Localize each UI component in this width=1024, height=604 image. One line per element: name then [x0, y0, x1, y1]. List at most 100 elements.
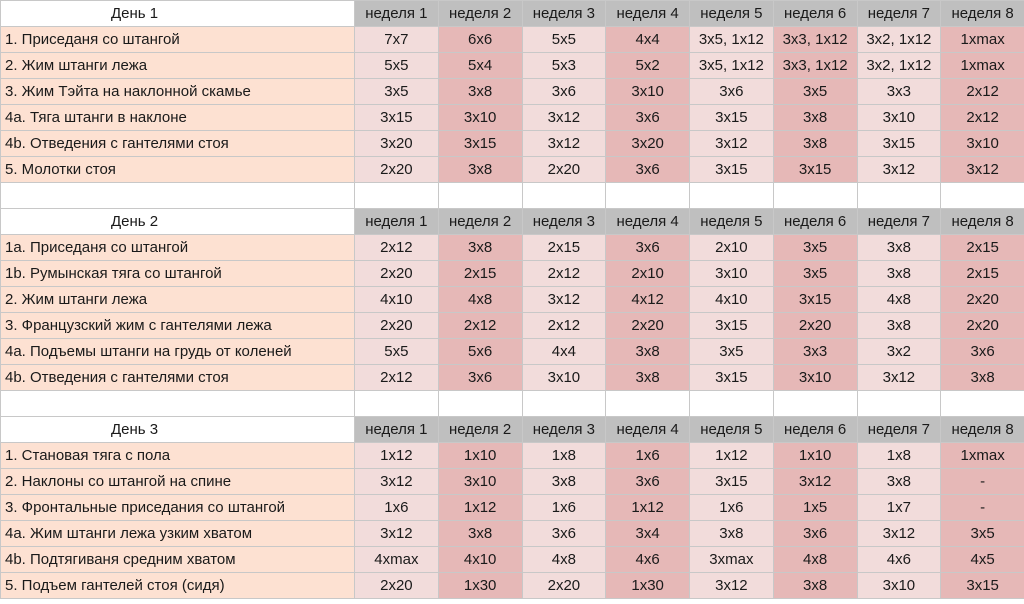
sets-reps-cell[interactable]: 3x8	[772, 104, 858, 131]
sets-reps-cell[interactable]: 3x6	[437, 364, 523, 391]
sets-reps-cell[interactable]: 4x10	[689, 286, 774, 313]
sets-reps-cell[interactable]: 3x8	[856, 312, 942, 339]
sets-reps-cell[interactable]: 3x6	[605, 104, 690, 131]
sets-reps-cell[interactable]: 3x5	[772, 260, 858, 287]
sets-reps-cell[interactable]: 3x8	[437, 156, 523, 183]
empty-cell[interactable]	[772, 182, 858, 209]
exercise-name-cell[interactable]: 4a. Жим штанги лежа узким хватом	[0, 520, 355, 547]
exercise-name-cell[interactable]: 2. Жим штанги лежа	[0, 286, 355, 313]
sets-reps-cell[interactable]: 3x15	[856, 130, 942, 157]
sets-reps-cell[interactable]: 3x8	[605, 364, 690, 391]
week-header-cell[interactable]: неделя 1	[354, 416, 439, 443]
week-header-cell[interactable]: неделя 8	[940, 208, 1024, 235]
exercise-name-cell[interactable]: 1. Приседаня со штангой	[0, 26, 355, 53]
sets-reps-cell[interactable]: 1x8	[521, 442, 607, 469]
sets-reps-cell[interactable]: 4x5	[940, 546, 1024, 573]
sets-reps-cell[interactable]: 3x20	[354, 130, 439, 157]
sets-reps-cell[interactable]: 6x6	[437, 26, 523, 53]
exercise-name-cell[interactable]: 4b. Отведения с гантелями стоя	[0, 364, 355, 391]
sets-reps-cell[interactable]: -	[940, 468, 1024, 495]
sets-reps-cell[interactable]: 1x8	[856, 442, 942, 469]
sets-reps-cell[interactable]: 4x10	[437, 546, 523, 573]
sets-reps-cell[interactable]: 3x15	[689, 312, 774, 339]
sets-reps-cell[interactable]: 1x6	[521, 494, 607, 521]
sets-reps-cell[interactable]: 1x5	[772, 494, 858, 521]
empty-cell[interactable]	[856, 182, 942, 209]
sets-reps-cell[interactable]: 3x8	[940, 364, 1024, 391]
empty-cell[interactable]	[0, 182, 355, 209]
sets-reps-cell[interactable]: 3x12	[940, 156, 1024, 183]
sets-reps-cell[interactable]: 3x3	[856, 78, 942, 105]
sets-reps-cell[interactable]: 3x5	[772, 234, 858, 261]
day-title[interactable]: День 1	[0, 0, 355, 27]
week-header-cell[interactable]: неделя 7	[856, 208, 942, 235]
week-header-cell[interactable]: неделя 1	[354, 208, 439, 235]
sets-reps-cell[interactable]: 3x12	[689, 572, 774, 599]
sets-reps-cell[interactable]: 1x6	[689, 494, 774, 521]
sets-reps-cell[interactable]: 3x12	[521, 286, 607, 313]
empty-cell[interactable]	[437, 182, 523, 209]
sets-reps-cell[interactable]: 5x5	[521, 26, 607, 53]
sets-reps-cell[interactable]: 3x6	[772, 520, 858, 547]
sets-reps-cell[interactable]: 3x6	[605, 156, 690, 183]
sets-reps-cell[interactable]: 2x15	[940, 234, 1024, 261]
sets-reps-cell[interactable]: 1x30	[437, 572, 523, 599]
sets-reps-cell[interactable]: 3x10	[437, 468, 523, 495]
sets-reps-cell[interactable]: 3x12	[689, 130, 774, 157]
sets-reps-cell[interactable]: 3x4	[605, 520, 690, 547]
sets-reps-cell[interactable]: 2x20	[940, 286, 1024, 313]
sets-reps-cell[interactable]: 3x8	[437, 234, 523, 261]
sets-reps-cell[interactable]: 3x5, 1x12	[689, 26, 774, 53]
sets-reps-cell[interactable]: 2x15	[940, 260, 1024, 287]
sets-reps-cell[interactable]: 3x10	[437, 104, 523, 131]
sets-reps-cell[interactable]: 3x15	[689, 156, 774, 183]
week-header-cell[interactable]: неделя 2	[437, 208, 523, 235]
week-header-cell[interactable]: неделя 4	[605, 208, 690, 235]
sets-reps-cell[interactable]: 3x2, 1x12	[856, 26, 942, 53]
exercise-name-cell[interactable]: 2. Наклоны со штангой на спине	[0, 468, 355, 495]
sets-reps-cell[interactable]: 3x3, 1x12	[772, 26, 858, 53]
sets-reps-cell[interactable]: 7x7	[354, 26, 439, 53]
exercise-name-cell[interactable]: 4a. Тяга штанги в наклоне	[0, 104, 355, 131]
sets-reps-cell[interactable]: 3x8	[856, 468, 942, 495]
sets-reps-cell[interactable]: 4x8	[772, 546, 858, 573]
sets-reps-cell[interactable]: 3x5, 1x12	[689, 52, 774, 79]
week-header-cell[interactable]: неделя 5	[689, 416, 774, 443]
exercise-name-cell[interactable]: 1. Становая тяга с пола	[0, 442, 355, 469]
exercise-name-cell[interactable]: 1b. Румынская тяга со штангой	[0, 260, 355, 287]
week-header-cell[interactable]: неделя 3	[521, 0, 607, 27]
sets-reps-cell[interactable]: 3x8	[689, 520, 774, 547]
day-title[interactable]: День 3	[0, 416, 355, 443]
week-header-cell[interactable]: неделя 4	[605, 0, 690, 27]
sets-reps-cell[interactable]: 5x2	[605, 52, 690, 79]
week-header-cell[interactable]: неделя 5	[689, 0, 774, 27]
sets-reps-cell[interactable]: 3x15	[354, 104, 439, 131]
sets-reps-cell[interactable]: 3x5	[940, 520, 1024, 547]
week-header-cell[interactable]: неделя 8	[940, 0, 1024, 27]
sets-reps-cell[interactable]: 3x6	[605, 468, 690, 495]
week-header-cell[interactable]: неделя 6	[772, 416, 858, 443]
sets-reps-cell[interactable]: 3x8	[605, 338, 690, 365]
sets-reps-cell[interactable]: 3x10	[772, 364, 858, 391]
sets-reps-cell[interactable]: 3x6	[521, 520, 607, 547]
sets-reps-cell[interactable]: 3x15	[437, 130, 523, 157]
sets-reps-cell[interactable]: 1xmax	[940, 26, 1024, 53]
sets-reps-cell[interactable]: 1x6	[354, 494, 439, 521]
sets-reps-cell[interactable]: 3x12	[354, 468, 439, 495]
sets-reps-cell[interactable]: 4x8	[437, 286, 523, 313]
sets-reps-cell[interactable]: 3x15	[772, 156, 858, 183]
sets-reps-cell[interactable]: 3x3, 1x12	[772, 52, 858, 79]
empty-cell[interactable]	[940, 182, 1024, 209]
exercise-name-cell[interactable]: 4b. Отведения с гантелями стоя	[0, 130, 355, 157]
sets-reps-cell[interactable]: 3x12	[521, 130, 607, 157]
sets-reps-cell[interactable]: 3x12	[772, 468, 858, 495]
sets-reps-cell[interactable]: 3x2, 1x12	[856, 52, 942, 79]
empty-cell[interactable]	[437, 390, 523, 417]
week-header-cell[interactable]: неделя 2	[437, 416, 523, 443]
sets-reps-cell[interactable]: 3x8	[437, 78, 523, 105]
sets-reps-cell[interactable]: 3x8	[856, 234, 942, 261]
week-header-cell[interactable]: неделя 6	[772, 0, 858, 27]
sets-reps-cell[interactable]: 3x3	[772, 338, 858, 365]
sets-reps-cell[interactable]: 3x12	[856, 156, 942, 183]
sets-reps-cell[interactable]: 4x12	[605, 286, 690, 313]
